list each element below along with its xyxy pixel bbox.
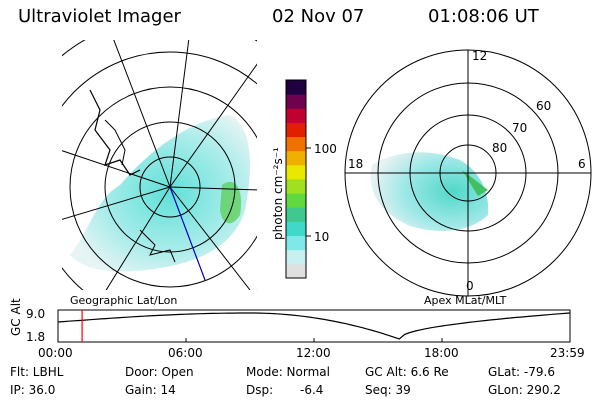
x-tick-1800: 18:00: [424, 346, 459, 360]
flt-info: Flt: LBHL: [10, 365, 64, 379]
aurora-emission-mag: [370, 152, 489, 231]
mode-info: Mode: Normal: [246, 365, 330, 379]
gain-info: Gain: 14: [125, 383, 176, 397]
altitude-curve: [57, 312, 571, 340]
colorbar-stripe: [286, 193, 306, 208]
x-tick-1200: 12:00: [296, 346, 331, 360]
time-label: 01:08:06 UT: [428, 6, 539, 27]
dsp-label: Dsp:: [246, 383, 274, 397]
altitude-ylabel: GC Alt: [9, 298, 23, 336]
colorbar-stripe: [286, 207, 306, 222]
gc-alt-info: GC Alt: 6.6 Re: [365, 365, 449, 379]
colorbar-stripe: [286, 80, 306, 95]
mlt-label-6: 6: [578, 157, 586, 171]
polar-grid: [344, 49, 592, 297]
colorbar-stripe: [286, 235, 306, 251]
mlt-label-18: 18: [348, 157, 364, 171]
colorbar-stripe: [286, 108, 306, 123]
mlt-label-0: 0: [466, 279, 474, 293]
colorbar-stripe: [286, 150, 306, 166]
apex-panel-label: Apex MLat/MLT: [424, 294, 507, 307]
glat-info: GLat: -79.6: [488, 365, 555, 379]
colorbar-stripe: [286, 263, 306, 279]
y-tick-9: 9.0: [26, 307, 46, 321]
x-tick-0000: 00:00: [38, 346, 73, 360]
glon-info: GLon: 290.2: [488, 383, 561, 397]
sun-direction-line: [169, 186, 206, 281]
x-tick-2359: 23:59: [550, 346, 585, 360]
colorbar-stripe: [286, 249, 306, 265]
seq-info: Seq: 39: [365, 383, 411, 397]
colorbar-tick-100: 100: [314, 142, 337, 156]
colorbar-stripe: [286, 179, 306, 194]
colorbar-stripe: [286, 136, 306, 152]
door-info: Door: Open: [125, 365, 194, 379]
ip-info: IP: 36.0: [10, 383, 56, 397]
dsp-value: -6.4: [300, 383, 324, 397]
instrument-title: Ultraviolet Imager: [18, 6, 181, 27]
mlt-label-12: 12: [472, 49, 488, 63]
geo-panel-label: Geographic Lat/Lon: [70, 294, 178, 307]
colorbar-stripe: [286, 122, 306, 138]
colorbar-stripe: [286, 164, 306, 180]
date-label: 02 Nov 07: [272, 6, 365, 27]
colorbar-stripe: [286, 94, 306, 109]
lat-label-60: 60: [536, 99, 552, 113]
lat-label-80: 80: [492, 141, 508, 155]
altitude-plot-frame: [57, 309, 571, 343]
x-tick-0600: 06:00: [168, 346, 203, 360]
y-tick-1-8: 1.8: [26, 330, 46, 344]
colorbar: [285, 79, 311, 279]
lat-label-70: 70: [512, 121, 528, 135]
colorbar-tick-10: 10: [314, 230, 330, 244]
colorbar-stripe: [286, 221, 306, 237]
